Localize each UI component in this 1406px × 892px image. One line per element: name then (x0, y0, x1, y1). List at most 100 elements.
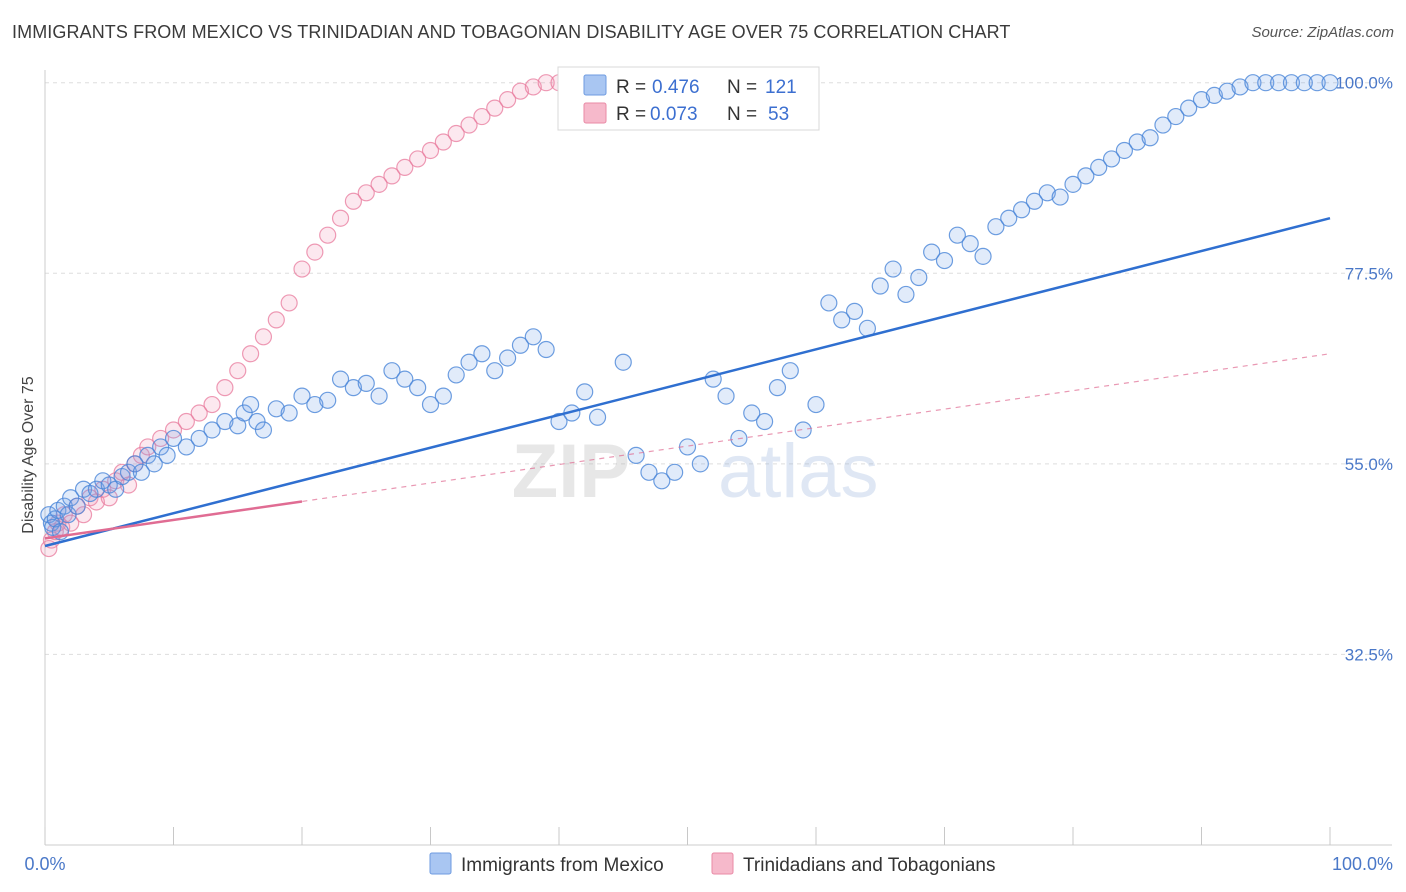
point-mexico (1077, 167, 1095, 185)
point-mexico (717, 387, 735, 405)
watermark: ZIP atlas (512, 429, 879, 514)
point-mexico (755, 412, 774, 431)
point-trinidadian (344, 192, 362, 210)
point-trinidadian (306, 243, 324, 261)
point-mexico (1218, 82, 1236, 100)
point-mexico (1308, 74, 1326, 92)
point-mexico (447, 366, 465, 384)
point-mexico (948, 226, 966, 244)
point-trinidadian (460, 116, 478, 134)
point-mexico (203, 421, 221, 439)
point-mexico (871, 277, 889, 295)
point-mexico (190, 429, 208, 448)
point-mexico (139, 446, 157, 464)
point-mexico (820, 294, 838, 312)
point-mexico (614, 353, 632, 371)
bottom-legend-label-trinidadian: Trinidadians and Tobagonians (743, 855, 995, 876)
point-mexico (396, 370, 414, 388)
point-trinidadian (229, 362, 247, 380)
legend-n-value-mexico: 121 (765, 77, 797, 98)
point-mexico (1154, 116, 1172, 134)
point-mexico (248, 412, 266, 431)
point-mexico (910, 268, 928, 287)
point-mexico (691, 455, 709, 473)
point-trinidadian (254, 328, 273, 346)
point-trinidadian (396, 158, 414, 177)
legend-n-label-mexico: N = (727, 77, 757, 98)
point-mexico (235, 404, 253, 422)
point-mexico (119, 463, 138, 481)
point-mexico (87, 480, 106, 498)
point-mexico (152, 438, 170, 456)
point-mexico (132, 463, 150, 481)
point-mexico (1244, 74, 1262, 92)
point-mexico (280, 404, 298, 422)
point-trinidadian (486, 99, 504, 117)
bottom-legend-label-mexico: Immigrants from Mexico (461, 855, 664, 876)
point-mexico (845, 302, 864, 320)
point-trinidadian (383, 167, 401, 185)
legend-r-value-trinidadian: 0.073 (650, 104, 698, 125)
y-tick-label: 32.5% (1345, 645, 1393, 664)
point-trinidadian (132, 446, 150, 464)
y-axis-title: Disability Age Over 75 (20, 376, 37, 534)
point-trinidadian (434, 133, 452, 151)
point-mexico (126, 455, 144, 473)
point-trinidadian (421, 141, 440, 160)
point-mexico (987, 218, 1005, 236)
point-mexico (1231, 78, 1249, 96)
point-mexico (884, 260, 902, 278)
watermark-zip: ZIP (512, 429, 630, 514)
point-mexico (768, 379, 787, 397)
point-mexico (1000, 209, 1018, 227)
chart-title: IMMIGRANTS FROM MEXICO VS TRINIDADIAN AN… (12, 22, 1011, 42)
point-mexico (1180, 99, 1198, 117)
point-mexico (935, 251, 954, 270)
point-mexico (434, 387, 452, 405)
point-trinidadian (203, 395, 221, 414)
point-mexico (1102, 150, 1121, 168)
point-mexico (1128, 133, 1146, 151)
axes (44, 70, 1392, 846)
point-mexico (1269, 74, 1288, 92)
point-mexico (1295, 74, 1313, 92)
point-mexico (1205, 86, 1223, 105)
point-mexico (421, 395, 440, 414)
point-mexico (383, 362, 401, 380)
point-mexico (331, 370, 350, 388)
point-trinidadian (537, 74, 555, 92)
point-mexico (923, 243, 941, 261)
point-trinidadian (357, 184, 375, 202)
legend-n-label-trinidadian: N = (727, 104, 757, 125)
legend-box: R = 0.476 N = 121 R = 0.073 N = 53 (557, 66, 820, 131)
point-mexico (486, 362, 504, 380)
point-mexico (55, 497, 73, 515)
legend-r-value-mexico: 0.476 (652, 77, 700, 98)
point-mexico (242, 395, 260, 414)
point-mexico (974, 247, 992, 265)
point-trinidadian (370, 175, 388, 193)
point-mexico (743, 404, 761, 422)
point-mexico (653, 472, 671, 490)
point-mexico (1012, 201, 1031, 219)
point-mexico (409, 379, 427, 397)
legend-swatch-mexico (583, 74, 607, 96)
point-mexico (62, 489, 80, 507)
trend-line-trinidadian-solid (44, 500, 303, 540)
point-trinidadian (177, 412, 195, 431)
bottom-legend: Immigrants from Mexico Trinidadians and … (429, 852, 995, 876)
point-trinidadian (319, 226, 337, 244)
bottom-legend-swatch-mexico (429, 852, 452, 875)
point-trinidadian (190, 404, 208, 422)
point-mexico (627, 446, 645, 464)
point-mexico (524, 328, 542, 346)
point-mexico (1257, 74, 1275, 92)
point-mexico (1321, 74, 1339, 92)
point-mexico (1064, 175, 1082, 193)
point-mexico (961, 235, 979, 253)
point-mexico (511, 336, 530, 354)
point-mexico (666, 463, 684, 481)
point-mexico (344, 379, 362, 397)
point-mexico (1051, 188, 1069, 206)
legend-r-label-trinidadian: R = (616, 104, 646, 125)
